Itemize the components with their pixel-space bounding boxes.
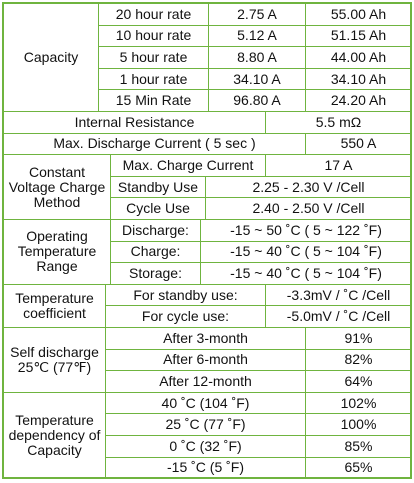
rate: 15 Min Rate	[98, 89, 209, 112]
item-label: 25 ˚C (77 ˚F)	[105, 413, 306, 436]
current: 96.80 A	[208, 89, 306, 112]
rate: 10 hour rate	[98, 24, 209, 48]
section-label: Operating Temperature Range	[3, 219, 111, 285]
value: 65%	[305, 456, 412, 480]
section-label: Temperature coefficient	[3, 283, 106, 328]
current: 2.75 A	[208, 3, 306, 26]
section-label: Internal Resistance	[3, 111, 266, 134]
value: -15 ~ 50 ˚C ( 5 ~ 122 ˚F)	[200, 219, 412, 242]
item-label: After 3-month	[105, 327, 306, 350]
value: 2.25 - 2.30 V /Cell	[205, 175, 412, 199]
section-label: Capacity	[3, 3, 99, 112]
value: 2.40 - 2.50 V /Cell	[205, 197, 412, 220]
section-label: Max. Discharge Current ( 5 sec )	[3, 132, 306, 156]
value: -15 ~ 40 ˚C ( 5 ~ 104 ˚F)	[200, 240, 412, 264]
value: 100%	[305, 413, 412, 436]
current: 5.12 A	[208, 24, 306, 48]
value: -5.0mV / ˚C /Cell	[265, 305, 412, 328]
item-label: For standby use:	[105, 283, 266, 307]
value: -15 ~ 40 ˚C ( 5 ~ 104 ˚F)	[200, 262, 412, 285]
item-label: Standby Use	[110, 175, 206, 199]
item-label: After 12-month	[105, 370, 306, 393]
rate: 1 hour rate	[98, 67, 209, 91]
rate: 5 hour rate	[98, 46, 209, 69]
value: 64%	[305, 370, 412, 393]
current: 34.10 A	[208, 67, 306, 91]
item-label: After 6-month	[105, 348, 306, 372]
capacity: 34.10 Ah	[305, 67, 412, 91]
section-label: Constant Voltage Charge Method	[3, 154, 111, 220]
section-label: Temperature dependency of Capacity	[3, 391, 106, 480]
item-label: -15 ˚C (5 ˚F)	[105, 456, 306, 480]
value: 550 A	[305, 132, 412, 156]
value: 17 A	[265, 154, 412, 177]
value: 5.5 mΩ	[265, 111, 412, 134]
item-label: Discharge:	[110, 219, 201, 242]
item-label: Cycle Use	[110, 197, 206, 220]
capacity: 44.00 Ah	[305, 46, 412, 69]
value: 91%	[305, 327, 412, 350]
capacity: 55.00 Ah	[305, 3, 412, 26]
item-label: Storage:	[110, 262, 201, 285]
item-label: 40 ˚C (104 ˚F)	[105, 391, 306, 415]
item-label: 0 ˚C (32 ˚F)	[105, 435, 306, 458]
item-label: Max. Charge Current	[110, 154, 266, 177]
current: 8.80 A	[208, 46, 306, 69]
capacity: 51.15 Ah	[305, 24, 412, 48]
value: -3.3mV / ˚C /Cell	[265, 283, 412, 307]
rate: 20 hour rate	[98, 3, 209, 26]
value: 102%	[305, 391, 412, 415]
capacity: 24.20 Ah	[305, 89, 412, 112]
item-label: For cycle use:	[105, 305, 266, 328]
item-label: Charge:	[110, 240, 201, 264]
section-label: Self discharge 25℃ (77℉)	[3, 327, 106, 393]
value: 85%	[305, 435, 412, 458]
value: 82%	[305, 348, 412, 372]
